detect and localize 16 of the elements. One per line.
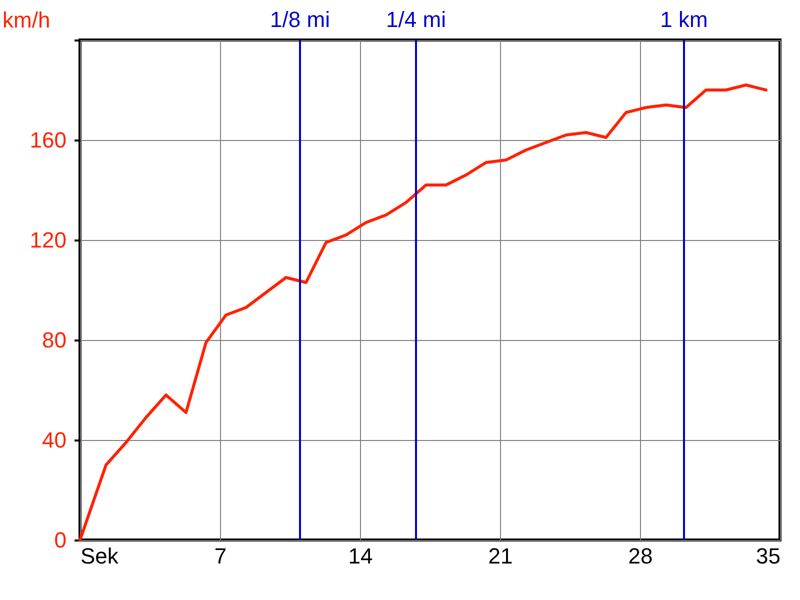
line-series — [78, 84, 768, 542]
x-tick-label: 21 — [488, 544, 513, 568]
y-tick-label: 160 — [30, 128, 66, 152]
x-tick-label: Sek — [80, 544, 120, 568]
ref-line-label: 1/8 mi — [270, 7, 330, 32]
y-tick-label: 0 — [54, 528, 66, 552]
y-axis-title: km/h — [2, 8, 50, 32]
ref-line-label: 1 km — [660, 7, 708, 32]
x-tick-label: 28 — [628, 544, 653, 568]
x-tick-label: 35 — [756, 544, 780, 568]
x-tick-label: 14 — [348, 544, 373, 568]
y-tick-label: 80 — [42, 328, 66, 352]
y-tick-label: 40 — [42, 428, 66, 452]
y-tick-label: 120 — [30, 228, 66, 252]
x-tick-label: 7 — [214, 544, 227, 568]
ref-line-label: 1/4 mi — [386, 7, 446, 32]
